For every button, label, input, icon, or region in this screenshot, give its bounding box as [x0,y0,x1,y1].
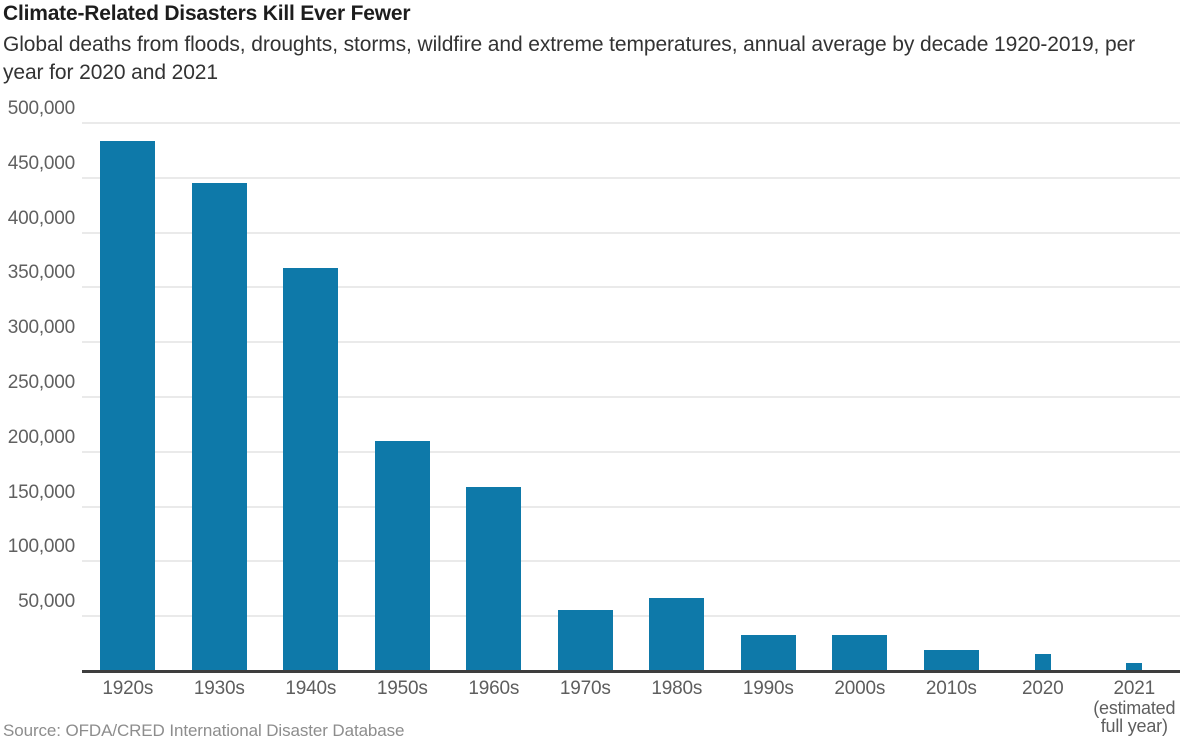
x-axis-label-text: 2000s [834,678,886,699]
chart-subtitle: Global deaths from floods, droughts, sto… [3,33,1136,84]
x-axis-label-2010s: 2010s [906,679,998,734]
y-axis-tick-label: 300,000 [7,317,75,339]
x-axis-label-1950s: 1950s [357,679,449,734]
x-axis-label-1990s: 1990s [723,679,815,734]
x-axis-label-2020: 2020 [997,679,1089,734]
y-axis-tick-label: 150,000 [7,481,75,503]
x-axis-label-text: 1980s [651,678,703,699]
gridline [82,505,1180,508]
gridline [82,615,1180,618]
x-axis-label-note-line: (estimated [1093,698,1176,718]
x-axis-label-text: 1940s [285,678,337,699]
bar-2010s [923,650,979,670]
bar-1990s [740,634,796,670]
gridline [82,396,1180,398]
bar-column-2021 [1089,122,1181,670]
x-axis-label-text: 1960s [468,678,520,699]
bar-column-1950s [357,122,449,670]
bar-column-1930s [174,122,266,670]
x-axis-label-text: 1990s [742,678,794,699]
bar-column-2000s [814,122,906,670]
gridline [82,450,1180,453]
gridline [82,286,1180,289]
bar-1930s [191,183,247,670]
bar-1920s [100,140,156,670]
chart-title: Climate-Related Disasters Kill Ever Fewe… [3,2,411,25]
y-axis-tick-label: 500,000 [7,98,75,119]
y-axis-tick-label: 350,000 [7,262,75,284]
bar-1960s [466,486,522,670]
bar-1980s [649,597,705,670]
y-axis-tick-label: 200,000 [7,426,75,448]
source-note: Source: OFDA/CRED International Disaster… [3,721,405,740]
x-axis-label-1920s: 1920s [82,679,174,734]
y-axis: 500,000 450,000 400,000 350,000 300,000 250,0… [0,98,75,670]
gridline [82,122,1180,124]
bar-column-1920s [82,122,174,670]
x-axis-label-text: 2010s [925,678,977,699]
bar-column-1940s [265,122,357,670]
y-axis-tick-label: 250,000 [7,372,75,393]
x-axis-label-text: 2021 [1113,678,1156,699]
plot-area [82,122,1180,673]
x-axis-label-text: 1970s [559,678,611,699]
x-axis-label-text: 2020 [1022,678,1064,699]
x-axis-label-text: 1930s [193,678,245,699]
x-axis-label-text: 1920s [102,678,154,699]
y-axis-tick-label: 50,000 [18,591,75,613]
x-axis-label-1970s: 1970s [540,679,632,734]
bars-row [82,122,1180,670]
bar-1940s [283,267,339,670]
gridline [82,560,1180,563]
bar-column-1970s [540,122,632,670]
x-axis-label-1980s: 1980s [631,679,723,734]
x-axis: 1920s 1930s 1940s 1950s 1960s 1970s 1980s 1990s… [82,678,1181,736]
bar-column-1960s [448,122,540,670]
y-axis-tick-label: 400,000 [7,207,75,229]
x-axis-label-2021: 2021 (estimated full year) [1089,678,1181,736]
bar-column-2010s [906,122,998,670]
bar-1970s [557,609,613,670]
bar-column-1990s [723,122,815,670]
bar-2020 [1034,653,1051,670]
y-axis-tick-label: 100,000 [7,536,75,558]
gridline [82,341,1180,344]
bar-column-2020 [997,122,1089,670]
bar-column-1980s [631,122,723,670]
y-axis-tick-label: 450,000 [7,152,75,174]
x-axis-label-1940s: 1940s [265,679,357,734]
x-axis-label-1930s: 1930s [174,679,266,734]
x-axis-label-2000s: 2000s [814,679,906,734]
x-axis-label-note-line: full year) [1100,715,1168,736]
x-axis-label-text: 1950s [376,678,428,699]
bar-2021 [1126,663,1143,670]
bar-1950s [374,440,430,670]
gridline [82,231,1180,234]
bar-2000s [832,634,888,670]
x-axis-label-1960s: 1960s [448,679,540,734]
gridline [82,176,1180,179]
